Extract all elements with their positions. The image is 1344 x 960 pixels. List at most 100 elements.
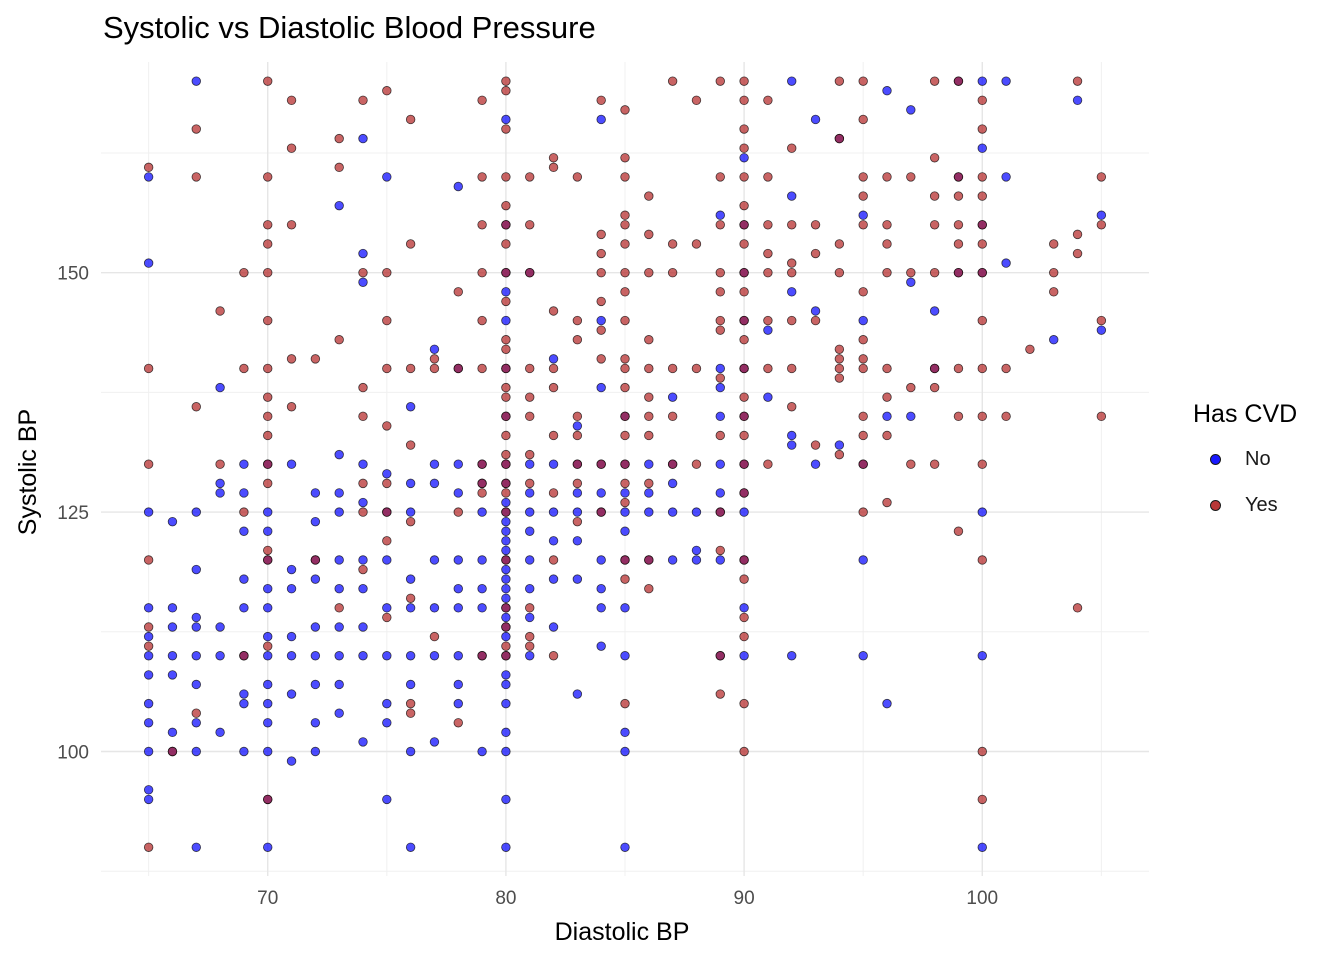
data-point bbox=[382, 651, 392, 661]
data-point bbox=[548, 622, 559, 632]
data-point bbox=[453, 555, 463, 565]
data-point bbox=[834, 76, 845, 86]
data-point bbox=[739, 651, 749, 661]
data-point bbox=[906, 277, 916, 287]
data-point bbox=[334, 584, 344, 594]
data-point bbox=[525, 631, 535, 642]
data-point bbox=[810, 220, 821, 230]
data-point bbox=[882, 411, 892, 422]
data-point bbox=[405, 574, 416, 584]
data-point bbox=[263, 746, 273, 757]
data-point bbox=[501, 641, 511, 651]
data-point bbox=[596, 603, 606, 613]
data-point bbox=[429, 737, 440, 747]
data-point bbox=[977, 95, 987, 106]
data-point bbox=[143, 459, 154, 469]
data-point bbox=[620, 382, 630, 393]
data-point bbox=[906, 382, 916, 393]
data-point bbox=[929, 153, 940, 163]
data-point bbox=[572, 315, 583, 326]
data-point bbox=[501, 584, 511, 594]
data-point bbox=[548, 555, 559, 565]
data-point bbox=[334, 651, 344, 661]
data-point bbox=[501, 411, 511, 422]
data-point bbox=[667, 363, 678, 374]
data-point bbox=[215, 478, 225, 489]
data-point bbox=[977, 220, 987, 230]
data-point bbox=[286, 95, 297, 106]
data-point bbox=[667, 239, 678, 249]
data-point bbox=[548, 153, 559, 163]
data-point bbox=[1072, 248, 1083, 259]
data-point bbox=[929, 459, 940, 469]
data-point bbox=[644, 584, 654, 594]
data-point bbox=[429, 459, 440, 469]
data-point bbox=[953, 239, 964, 249]
data-point bbox=[858, 555, 868, 565]
data-point bbox=[858, 507, 868, 517]
data-point bbox=[644, 363, 654, 374]
data-point bbox=[358, 248, 368, 259]
data-point bbox=[620, 239, 630, 249]
data-point bbox=[929, 306, 940, 316]
data-point bbox=[239, 526, 249, 536]
data-point bbox=[739, 363, 749, 374]
data-point bbox=[929, 267, 940, 278]
data-point bbox=[953, 76, 964, 86]
data-point bbox=[739, 315, 749, 326]
x-tick-label: 80 bbox=[495, 888, 516, 909]
data-point bbox=[715, 315, 725, 326]
data-point bbox=[501, 86, 511, 96]
data-point bbox=[572, 488, 583, 498]
data-point bbox=[1001, 363, 1011, 374]
data-point bbox=[620, 267, 630, 278]
data-point bbox=[739, 631, 749, 642]
data-point bbox=[882, 363, 892, 374]
data-point bbox=[596, 229, 606, 240]
data-point bbox=[644, 229, 654, 240]
data-point bbox=[525, 267, 535, 278]
data-point bbox=[358, 584, 368, 594]
data-point bbox=[787, 191, 797, 201]
data-point bbox=[572, 172, 583, 182]
data-point bbox=[167, 516, 178, 527]
data-point bbox=[691, 545, 702, 556]
data-point bbox=[858, 287, 868, 297]
data-point bbox=[787, 287, 797, 297]
data-point bbox=[739, 267, 749, 278]
data-point bbox=[906, 411, 916, 422]
data-point bbox=[453, 287, 463, 297]
data-point bbox=[191, 172, 201, 182]
data-point bbox=[715, 363, 725, 374]
data-point bbox=[977, 842, 987, 852]
data-point bbox=[358, 459, 368, 469]
data-point bbox=[501, 698, 511, 709]
data-point bbox=[858, 354, 868, 364]
data-point bbox=[143, 698, 154, 709]
data-point bbox=[667, 76, 678, 86]
data-point bbox=[548, 162, 559, 173]
data-point bbox=[263, 641, 273, 651]
data-point bbox=[525, 526, 535, 536]
data-point bbox=[453, 363, 463, 374]
data-point bbox=[977, 507, 987, 517]
data-point bbox=[167, 622, 178, 632]
data-point bbox=[1049, 287, 1059, 297]
data-point bbox=[382, 421, 392, 431]
data-point bbox=[572, 335, 583, 345]
data-point bbox=[525, 584, 535, 594]
data-point bbox=[358, 507, 368, 517]
data-point bbox=[143, 842, 154, 852]
y-tick-label: 100 bbox=[57, 743, 89, 764]
data-point bbox=[501, 631, 511, 642]
data-point bbox=[763, 392, 773, 402]
data-point bbox=[191, 612, 201, 623]
data-point bbox=[1001, 258, 1011, 268]
data-point bbox=[239, 459, 249, 469]
data-point bbox=[525, 172, 535, 182]
data-point bbox=[953, 267, 964, 278]
data-point bbox=[239, 651, 249, 661]
data-point bbox=[405, 679, 416, 690]
data-point bbox=[358, 651, 368, 661]
data-point bbox=[501, 516, 511, 527]
